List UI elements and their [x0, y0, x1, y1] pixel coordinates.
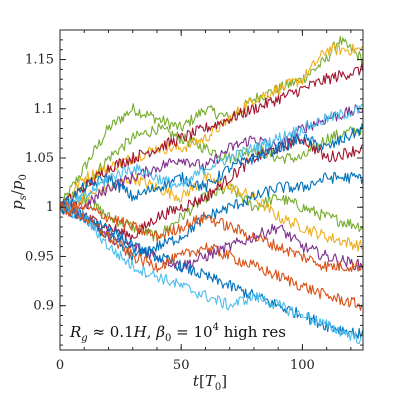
annotation-background	[64, 318, 306, 344]
y-tick-label: 1.05	[25, 151, 54, 166]
y-tick-label: 1	[46, 200, 54, 215]
y-tick-label: 1.15	[25, 53, 54, 68]
tick-label-layer: 0 50 100 0.9 0.95 1 1.05 1.1 1.15	[25, 53, 315, 373]
series-line-10	[59, 123, 364, 209]
series-line-3	[59, 182, 364, 242]
y-tick-label: 0.9	[33, 299, 54, 314]
x-axis-label: t[T0]	[193, 372, 227, 393]
series-line-6	[59, 63, 364, 211]
series-line-7	[59, 134, 364, 242]
series-line-8	[59, 104, 364, 213]
x-tick-label: 50	[173, 358, 190, 373]
series-line-1	[59, 35, 364, 208]
x-tick-label: 0	[56, 358, 64, 373]
annotation: Rg ≈ 0.1H, β0 = 104 high res	[69, 322, 286, 344]
series-line-14	[59, 205, 364, 345]
series-line-16	[59, 201, 364, 273]
series-line-15	[59, 203, 364, 311]
series-line-2	[59, 122, 364, 210]
series-layer	[59, 35, 364, 345]
y-axis-label: ps/p0	[8, 174, 29, 210]
y-tick-label: 1.1	[33, 102, 54, 117]
series-line-13	[59, 103, 364, 212]
plot-frame	[59, 29, 364, 351]
series-line-9	[59, 202, 364, 272]
x-tick-label: 100	[290, 358, 315, 373]
y-tick-label: 0.95	[25, 249, 54, 264]
